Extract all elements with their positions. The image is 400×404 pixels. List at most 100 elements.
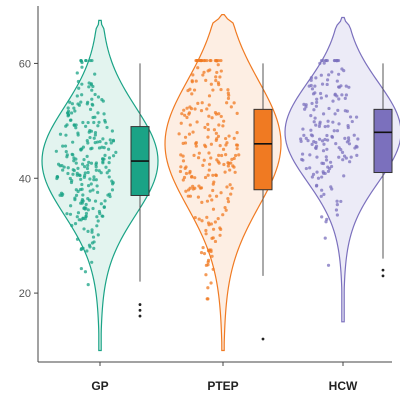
data-point <box>335 58 339 63</box>
data-point <box>315 155 319 159</box>
data-point <box>232 101 236 105</box>
data-point <box>219 227 223 231</box>
data-point <box>72 156 76 160</box>
data-point <box>80 182 84 187</box>
data-point <box>86 163 90 167</box>
data-point <box>97 146 102 150</box>
data-point <box>233 153 238 158</box>
data-point <box>74 188 78 192</box>
data-point <box>193 176 197 180</box>
data-point <box>324 155 328 159</box>
data-point <box>194 141 198 145</box>
data-point <box>105 125 109 130</box>
data-point <box>323 137 327 142</box>
outlier-point <box>381 268 385 272</box>
data-point <box>74 161 78 165</box>
data-point <box>226 200 231 204</box>
data-point <box>207 103 211 107</box>
data-point <box>185 106 189 110</box>
data-point <box>66 166 70 170</box>
data-point <box>110 129 114 133</box>
outlier-point <box>138 314 142 318</box>
outlier-point <box>138 308 142 312</box>
data-point <box>343 136 347 140</box>
data-point <box>340 93 344 97</box>
data-point <box>207 114 211 118</box>
data-point <box>208 194 212 198</box>
data-point <box>320 82 325 86</box>
data-point <box>71 153 75 157</box>
data-point <box>310 101 314 106</box>
data-point <box>65 155 69 159</box>
data-point <box>85 249 89 253</box>
data-point <box>214 78 218 83</box>
data-point <box>76 102 80 106</box>
data-point <box>325 133 329 138</box>
data-point <box>210 254 214 258</box>
data-point <box>80 247 84 251</box>
data-point <box>104 165 108 169</box>
data-point <box>79 58 83 63</box>
data-point <box>315 170 319 174</box>
data-point <box>211 173 215 177</box>
data-point <box>94 162 98 167</box>
data-point <box>235 131 239 135</box>
data-point <box>86 196 90 201</box>
data-point <box>102 205 106 210</box>
data-point <box>72 159 76 163</box>
data-point <box>211 236 215 240</box>
data-point <box>183 135 188 139</box>
data-point <box>87 85 91 89</box>
data-point <box>235 143 240 147</box>
data-point <box>335 213 339 217</box>
data-point <box>86 282 90 287</box>
data-point <box>111 154 116 158</box>
data-point <box>223 205 227 210</box>
data-point <box>90 241 95 245</box>
data-point <box>232 136 236 140</box>
data-point <box>355 153 359 157</box>
data-point <box>182 175 187 180</box>
data-point <box>202 70 206 74</box>
data-point <box>313 116 317 120</box>
data-point <box>187 111 192 115</box>
data-point <box>209 222 213 226</box>
y-tick-label: 40 <box>19 173 31 185</box>
data-point <box>309 76 314 80</box>
data-point <box>77 86 81 90</box>
data-point <box>194 79 198 83</box>
data-point <box>333 93 337 97</box>
data-point <box>337 97 341 101</box>
data-point <box>204 78 208 82</box>
data-point <box>101 137 105 141</box>
data-point <box>319 73 323 77</box>
data-point <box>228 168 232 172</box>
data-point <box>322 142 326 146</box>
data-point <box>218 75 222 79</box>
data-point <box>193 215 197 220</box>
data-point <box>209 281 213 285</box>
data-point <box>193 107 197 111</box>
data-point <box>226 88 230 92</box>
data-point <box>69 204 73 208</box>
data-point <box>211 267 215 271</box>
data-point <box>330 187 334 191</box>
data-point <box>76 166 80 170</box>
data-point <box>179 121 183 125</box>
data-point <box>218 233 222 237</box>
data-point <box>92 178 96 182</box>
data-point <box>347 85 351 89</box>
data-point <box>318 122 322 126</box>
data-point <box>86 170 90 175</box>
data-point <box>312 108 316 112</box>
data-point <box>194 144 198 148</box>
data-point <box>54 149 58 153</box>
data-point <box>95 224 99 228</box>
data-point <box>224 136 228 141</box>
data-point <box>90 230 94 234</box>
data-point <box>68 100 72 104</box>
data-point <box>110 188 115 192</box>
data-point <box>334 141 338 146</box>
data-point <box>337 146 341 150</box>
data-point <box>235 111 239 116</box>
